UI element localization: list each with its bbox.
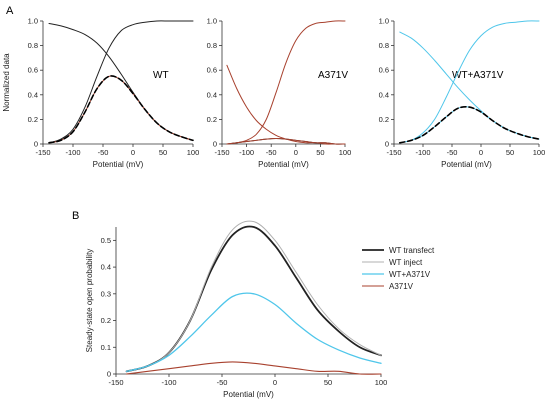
x-tick-label: -100 <box>239 148 254 157</box>
y-tick-label: 0.4 <box>28 90 38 99</box>
y-tick-label: 0.2 <box>207 115 217 124</box>
series-line-1 <box>125 225 382 373</box>
chart-a-2: -150 -100 -50 0 50 100 0 0.2 0.4 0.6 0.8 1.0 Potenti… <box>207 17 352 170</box>
x-tick-label: -100 <box>65 148 80 157</box>
y-tick-label: 0 <box>213 140 217 149</box>
series-line-1 <box>226 20 346 145</box>
x-tick-label: 50 <box>316 148 324 157</box>
y-tick-label: 0.3 <box>101 289 111 298</box>
panel-label-b: B <box>72 210 79 222</box>
x-tick-label: 50 <box>506 148 514 157</box>
y-tick-label: 0 <box>107 370 111 379</box>
series-line-4 <box>48 75 194 144</box>
legend-label: WT inject <box>389 258 423 267</box>
y-tick-label: 0.5 <box>101 236 111 245</box>
legend-label: WT transfect <box>389 246 435 255</box>
y-tick-label: 0.4 <box>207 90 217 99</box>
panel-annotation: WT+A371V <box>452 70 504 81</box>
series-line-1 <box>399 20 540 144</box>
x-axis-label: Potential (mV) <box>258 160 309 169</box>
x-axis-label: Potential (mV) <box>223 390 274 399</box>
x-tick-label: -50 <box>447 148 458 157</box>
x-tick-label: 50 <box>159 148 167 157</box>
panel-annotation: WT <box>153 70 169 81</box>
y-axis-label: Normalized data <box>2 53 11 112</box>
y-tick-label: 0 <box>34 140 38 149</box>
x-tick-label: -150 <box>214 148 229 157</box>
y-tick-label: 1.0 <box>28 17 38 26</box>
y-tick-label: 0.6 <box>28 66 38 75</box>
series-line-3 <box>399 106 540 144</box>
x-tick-label: -100 <box>161 378 176 387</box>
y-tick-label: 0.8 <box>379 41 389 50</box>
x-tick-label: -150 <box>108 378 123 387</box>
x-tick-label: -150 <box>386 148 401 157</box>
x-tick-label: -50 <box>217 378 228 387</box>
x-tick-label: -150 <box>35 148 50 157</box>
series-line-2 <box>126 220 382 372</box>
x-axis-label: Potential (mV) <box>93 160 144 169</box>
chart-a-3: -150 -100 -50 0 50 100 0 0.2 0.4 0.6 0.8 1.0 Potenti… <box>379 17 546 170</box>
y-tick-label: 0 <box>385 140 389 149</box>
y-tick-label: 0.4 <box>379 90 389 99</box>
y-tick-label: 0.8 <box>207 41 217 50</box>
x-tick-label: -50 <box>266 148 277 157</box>
y-tick-label: 0.1 <box>101 343 111 352</box>
y-tick-label: 0.2 <box>28 115 38 124</box>
x-tick-label: 0 <box>479 148 483 157</box>
series-line-4 <box>399 105 540 144</box>
y-tick-label: 0.6 <box>207 66 217 75</box>
series-line-4 <box>226 137 346 145</box>
x-tick-label: 0 <box>273 378 277 387</box>
y-axis-label: Steady-state open probability <box>85 249 94 353</box>
y-tick-label: 0.2 <box>101 316 111 325</box>
series-line-3 <box>125 292 382 372</box>
x-axis-label: Potential (mV) <box>441 160 492 169</box>
series-line-1 <box>48 20 194 144</box>
x-tick-label: 0 <box>131 148 135 157</box>
y-tick-label: 1.0 <box>379 17 389 26</box>
x-tick-label: 0 <box>294 148 298 157</box>
y-tick-label: 0.2 <box>379 115 389 124</box>
legend-label: WT+A371V <box>389 270 431 279</box>
y-tick-label: 0.4 <box>101 263 111 272</box>
legend-label: A371V <box>389 282 414 291</box>
x-tick-label: 100 <box>187 148 200 157</box>
x-tick-label: 100 <box>339 148 352 157</box>
x-tick-label: 100 <box>533 148 546 157</box>
chart-a-1: -150 -100 -50 0 50 100 0 0.2 0.4 0.6 0.8 1.0 Potenti… <box>2 17 199 170</box>
series-line-2 <box>48 22 194 141</box>
series-line-2 <box>399 31 540 140</box>
panel-label-a: A <box>6 5 14 17</box>
panel-annotation: A371V <box>318 70 348 81</box>
series-line-4 <box>126 361 382 375</box>
y-tick-label: 0.8 <box>28 41 38 50</box>
y-tick-label: 0.6 <box>379 66 389 75</box>
chart-b: -150 -100 -50 0 50 100 0 0.1 0.2 0.3 0.4 0.5 Potenti… <box>85 220 435 399</box>
x-tick-label: -50 <box>98 148 109 157</box>
y-tick-label: 1.0 <box>207 17 217 26</box>
x-tick-label: 100 <box>375 378 388 387</box>
x-tick-label: 50 <box>324 378 332 387</box>
x-tick-label: -100 <box>415 148 430 157</box>
